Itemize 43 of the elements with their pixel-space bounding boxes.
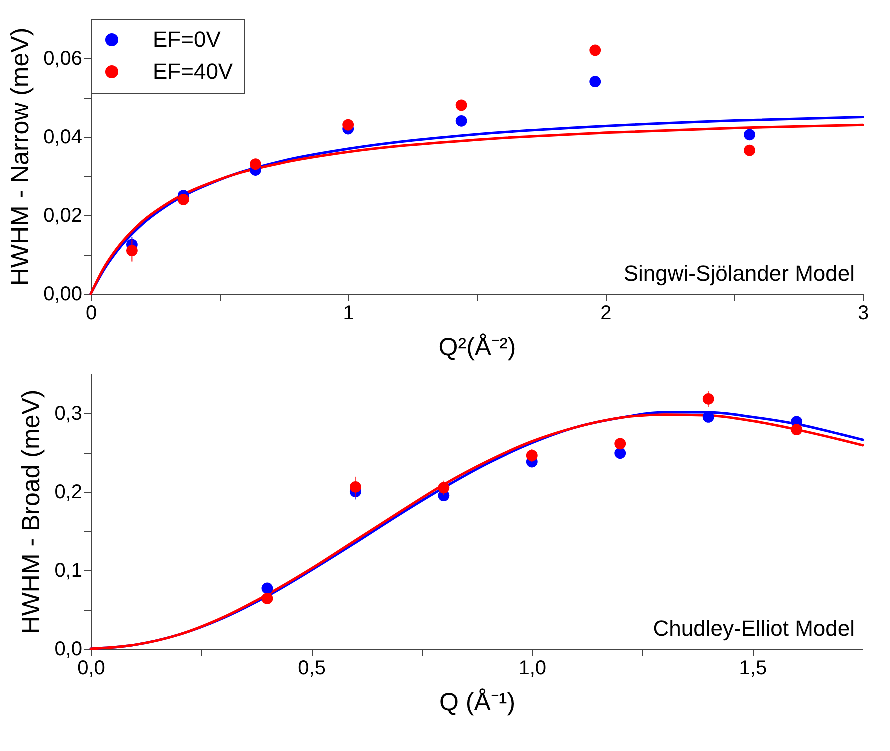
y-tick-label: 0,00 [44,284,82,306]
point [590,76,602,88]
point [456,100,468,112]
x-tick-label: 1 [343,302,354,324]
y-tick-label: 0,0 [54,638,82,660]
x-tick-label: 3 [858,302,870,324]
y-axis-title: HWHM - Narrow (meV) [6,28,35,286]
point [744,129,756,141]
x-tick-label: 0,5 [298,658,326,680]
point [342,119,354,131]
point [178,194,190,206]
x-tick-label: 1,5 [739,658,768,680]
x-tick-label: 2 [600,302,612,324]
y-tick-label: 0,3 [54,402,82,425]
y-tick-label: 0,02 [44,204,82,227]
annotation: Singwi-Sjölander Model [624,261,855,286]
x-axis-title: Q (Å⁻¹) [439,688,516,716]
point [791,424,803,436]
y-tick-label: 0,2 [54,481,82,504]
x-axis-title: Q²(Å⁻²) [438,334,516,362]
point [126,245,138,256]
y-axis-title: HWHM - Broad (meV) [18,390,46,634]
legend-label: EF=0V [153,27,222,52]
x-tick-label: 0,0 [78,658,106,680]
x-tick-label: 0 [86,302,98,324]
point [744,144,756,156]
point [250,158,262,170]
y-tick-label: 0,1 [54,560,82,582]
point [614,438,626,450]
legend-label: EF=40V [153,59,234,84]
y-tick-label: 0,06 [44,48,82,70]
point [614,448,626,460]
x-tick-label: 1,0 [518,658,547,680]
point [438,482,450,494]
point [526,450,538,462]
y-tick-label: 0,04 [44,126,82,148]
point [456,115,468,127]
annotation: Chudley-Elliot Model [653,616,855,641]
point [350,481,362,493]
point [590,44,602,56]
point [262,593,274,604]
point [262,582,274,594]
point [702,393,714,405]
